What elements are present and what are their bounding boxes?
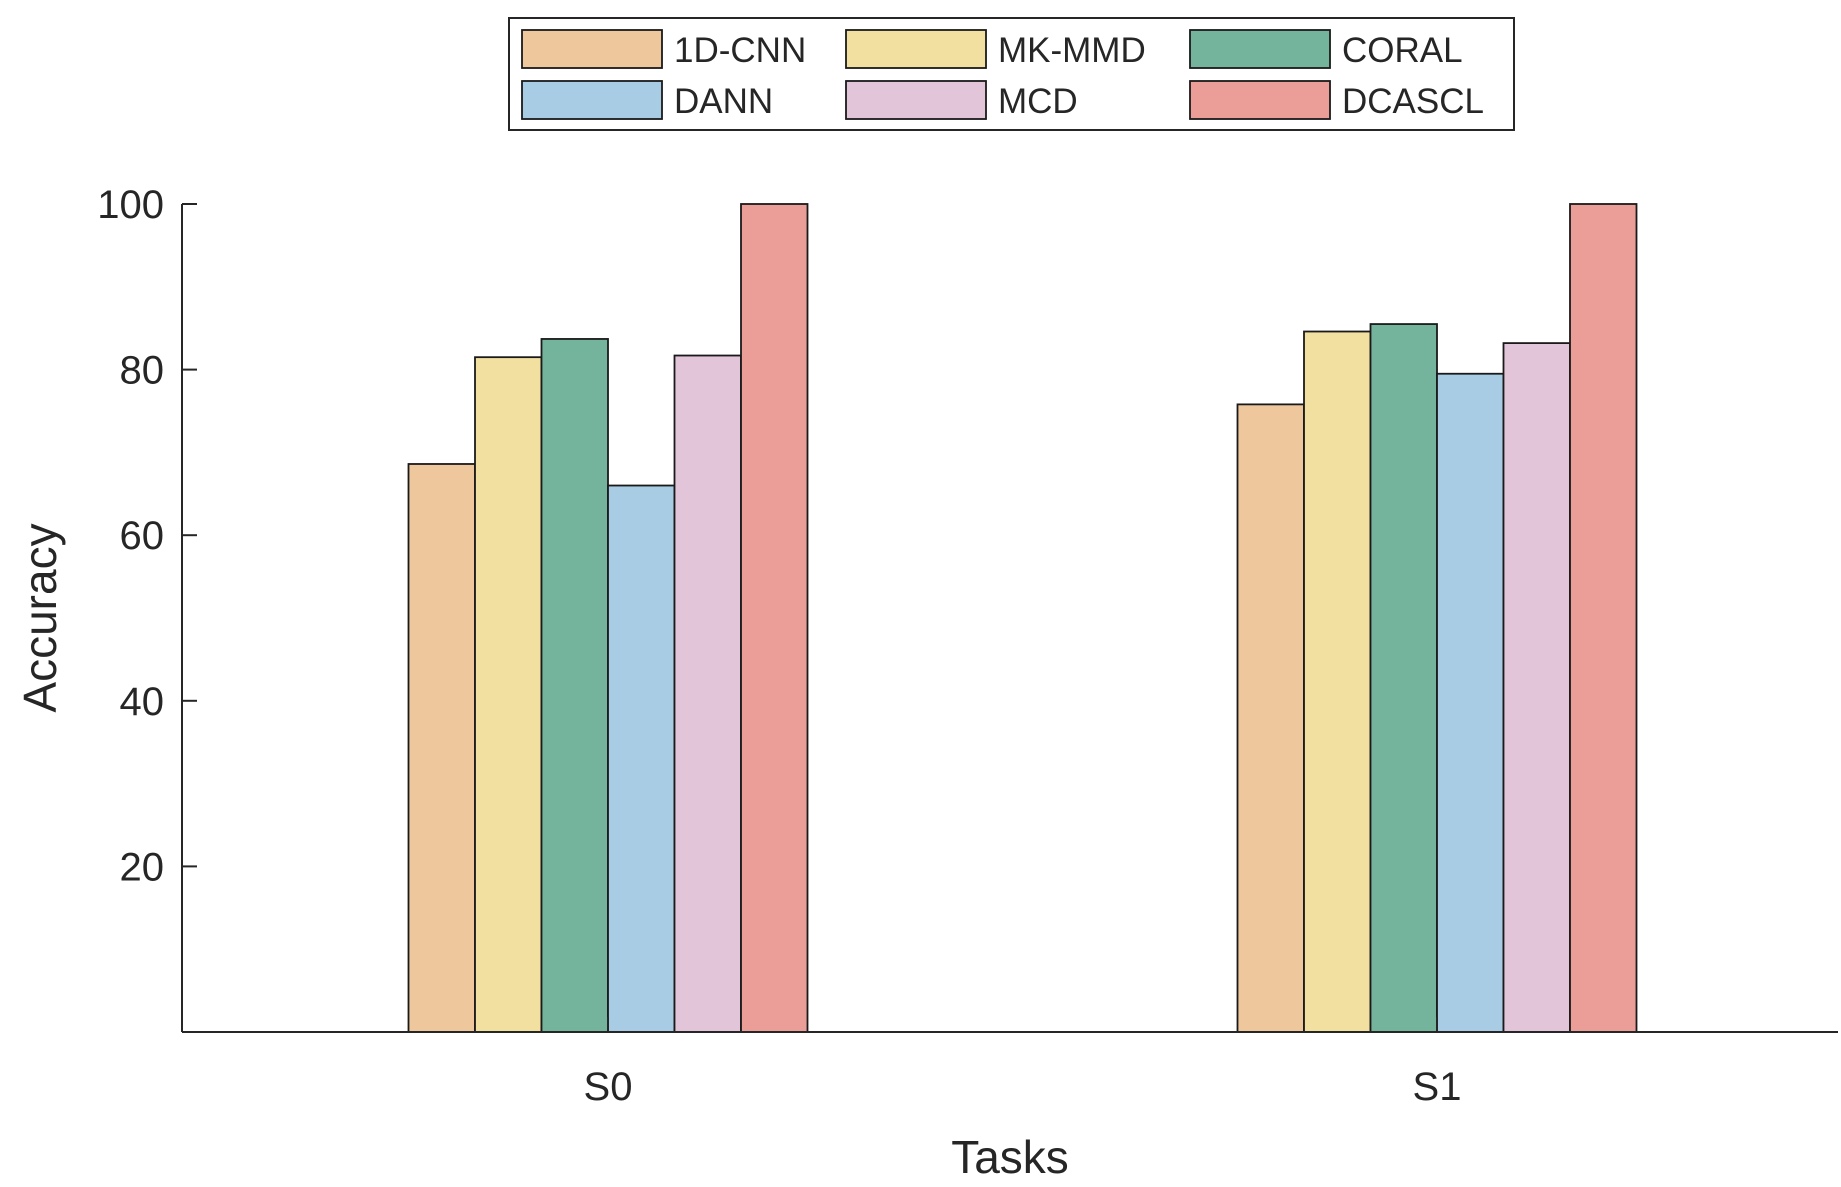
- bar-dcascl-s1: [1569, 203, 1638, 1033]
- bar-coral-s1: [1369, 323, 1438, 1033]
- legend-swatch-mcd: [845, 80, 987, 120]
- bars-group: [407, 203, 1638, 1033]
- bar-1d-cnn-s0: [407, 463, 476, 1033]
- legend-label-mk-mmd: MK-MMD: [998, 31, 1146, 70]
- bar-mcd-s1: [1502, 342, 1571, 1033]
- legend-label-1d-cnn: 1D-CNN: [674, 31, 806, 70]
- y-tick-label: 40: [120, 680, 165, 724]
- legend-box: [508, 17, 1515, 131]
- y-ticks: 20 40 60 80 100: [97, 183, 197, 889]
- legend-label-coral: CORAL: [1342, 31, 1463, 70]
- bar-dann-s1: [1436, 372, 1505, 1033]
- legend-swatch-dcascl: [1189, 80, 1331, 120]
- legend-swatch-dann: [521, 80, 663, 120]
- y-axis-title: Accuracy: [14, 523, 66, 712]
- legend-label-dann: DANN: [674, 82, 773, 121]
- y-tick-label: 80: [120, 349, 165, 393]
- legend-swatch-1d-cnn: [521, 29, 663, 69]
- legend-swatch-coral: [1189, 29, 1331, 69]
- bar-mcd-s0: [673, 354, 742, 1033]
- bar-dann-s0: [607, 484, 676, 1033]
- x-axis-title: Tasks: [951, 1131, 1069, 1183]
- bar-mk-mmd-s0: [474, 356, 543, 1033]
- x-tick-label: S1: [1413, 1065, 1462, 1109]
- bar-coral-s0: [540, 338, 609, 1033]
- x-tick-label: S0: [584, 1065, 633, 1109]
- legend-label-mcd: MCD: [998, 82, 1078, 121]
- axes: [181, 204, 1838, 1033]
- x-ticks: S0 S1: [584, 1017, 1462, 1109]
- bar-mk-mmd-s1: [1303, 330, 1372, 1033]
- legend-swatch-mk-mmd: [845, 29, 987, 69]
- bar-1d-cnn-s1: [1236, 403, 1305, 1033]
- bar-dcascl-s0: [740, 203, 809, 1033]
- legend: 1D-CNN MK-MMD CORAL DANN MCD DCASCL: [508, 17, 1515, 131]
- y-tick-label: 20: [120, 845, 165, 889]
- legend-label-dcascl: DCASCL: [1342, 82, 1484, 121]
- y-tick-label: 100: [97, 183, 164, 227]
- y-tick-label: 60: [120, 514, 165, 558]
